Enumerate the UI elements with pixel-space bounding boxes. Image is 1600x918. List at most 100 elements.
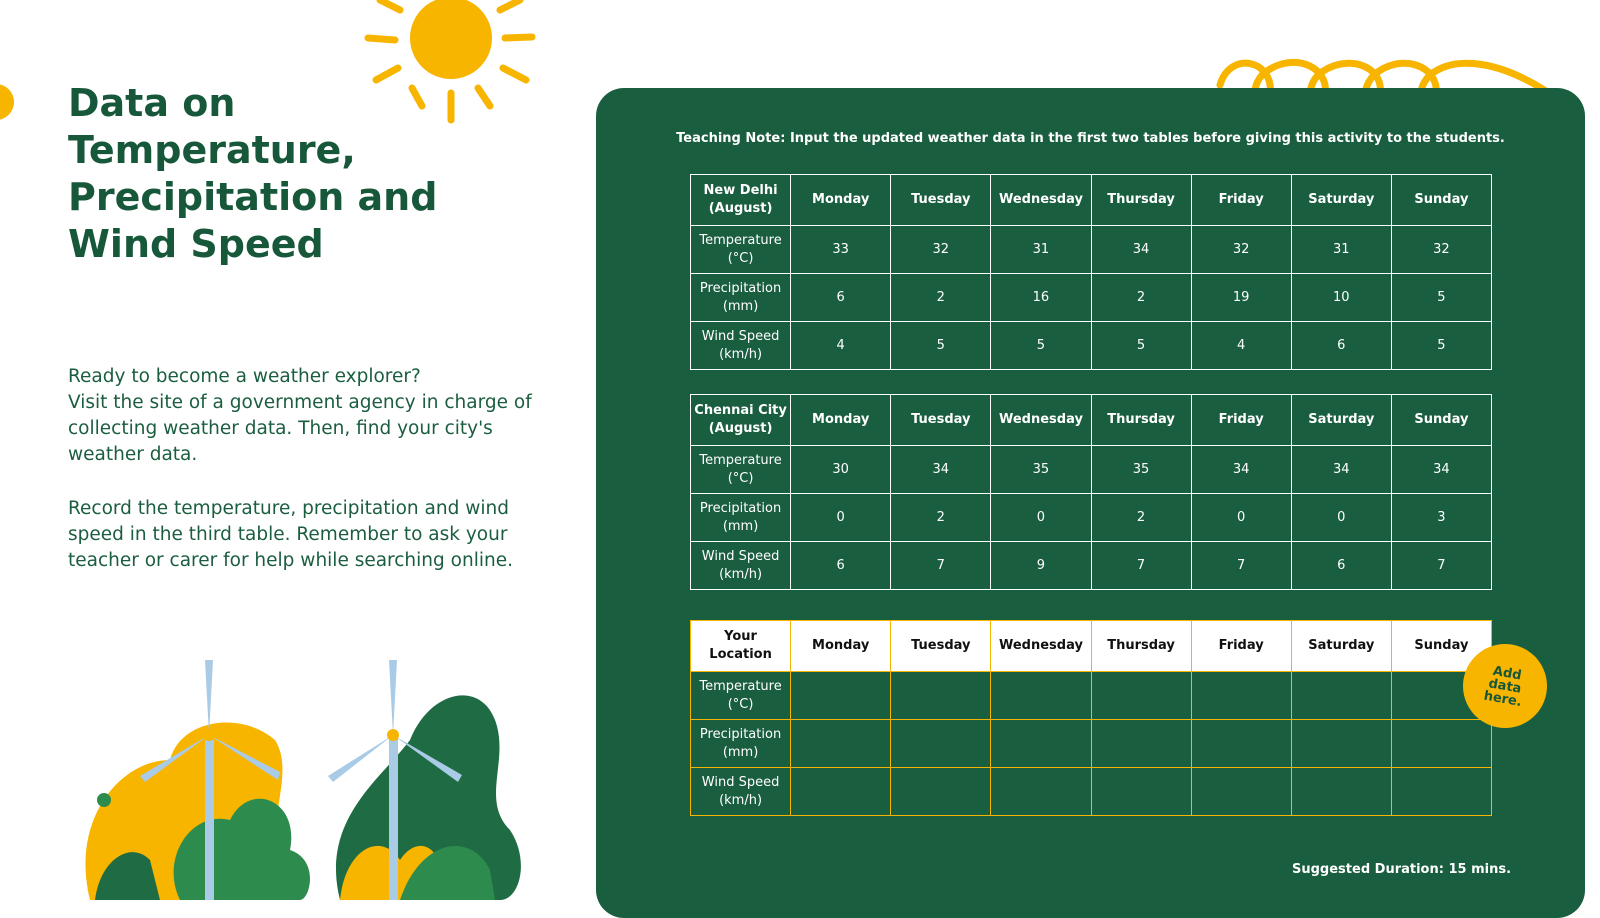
empty-cell [790,767,892,816]
header-cell: Friday [1190,394,1292,446]
instructions: Record the temperature, precipitation an… [68,498,513,571]
header-cell: Thursday [1090,394,1192,446]
row-label: Wind Speed (km/h) [689,321,792,370]
value-cell: 34 [1190,445,1292,494]
value-cell: 33 [790,225,892,274]
header-cell: Saturday [1290,620,1392,672]
empty-cell [1190,767,1292,816]
table-row: Wind Speed (km/h) [689,767,1493,816]
data-table: Your Location Monday Tuesday Wednesday Thurs… [689,620,1493,816]
badge-text: Add data here. [1482,663,1523,710]
empty-cell [1290,719,1392,768]
value-cell: 30 [790,445,892,494]
value-cell: 34 [890,445,992,494]
empty-cell [1090,719,1192,768]
value-cell: 9 [990,541,1092,590]
empty-cell [990,719,1092,768]
empty-cell [1090,671,1192,720]
empty-cell [1290,767,1392,816]
value-cell: 5 [990,321,1092,370]
row-label: Temperature (°C) [689,225,792,274]
value-cell: 2 [890,493,992,542]
table-row: Temperature (°C) 30 34 35 35 34 34 34 [689,445,1493,494]
row-label: Precipitation (mm) [689,719,792,768]
row-label: Temperature (°C) [689,671,792,720]
table-row: Wind Speed (km/h) 4 5 5 5 4 6 5 [689,321,1493,370]
value-cell: 5 [890,321,992,370]
empty-cell [890,719,992,768]
value-cell: 6 [790,541,892,590]
intro-line: Ready to become a weather explorer? [68,366,421,387]
value-cell: 32 [1390,225,1493,274]
data-table: Chennai City (August) Monday Tuesday Wednes… [689,394,1493,590]
header-cell: Chennai City (August) [689,394,792,446]
header-cell: Thursday [1090,620,1192,672]
empty-cell [990,671,1092,720]
empty-cell [1390,767,1493,816]
value-cell: 5 [1390,273,1493,322]
value-cell: 6 [1290,321,1392,370]
header-cell: Tuesday [890,174,992,226]
value-cell: 16 [990,273,1092,322]
header-cell: Monday [790,174,892,226]
value-cell: 35 [1090,445,1192,494]
value-cell: 4 [790,321,892,370]
table-row: Temperature (°C) 33 32 31 34 32 31 32 [689,225,1493,274]
header-cell: Wednesday [990,394,1092,446]
value-cell: 34 [1090,225,1192,274]
header-cell: Thursday [1090,174,1192,226]
header-cell: New Delhi (August) [689,174,792,226]
row-label: Wind Speed (km/h) [689,541,792,590]
value-cell: 7 [1390,541,1493,590]
value-cell: 2 [1090,273,1192,322]
empty-cell [1390,719,1493,768]
value-cell: 10 [1290,273,1392,322]
row-label: Precipitation (mm) [689,273,792,322]
header-cell: Sunday [1390,394,1493,446]
empty-cell [790,719,892,768]
value-cell: 0 [1190,493,1292,542]
value-cell: 3 [1390,493,1493,542]
empty-cell [1290,671,1392,720]
intro-line: Visit the site of a government agency in… [68,392,532,465]
value-cell: 19 [1190,273,1292,322]
header-cell: Wednesday [990,620,1092,672]
value-cell: 2 [890,273,992,322]
table-row: Precipitation (mm) 0 2 0 2 0 0 3 [689,493,1493,542]
header-cell: Monday [790,394,892,446]
header-cell: Sunday [1390,174,1493,226]
value-cell: 0 [990,493,1092,542]
empty-cell [1190,719,1292,768]
header-row: Your Location Monday Tuesday Wednesday Thurs… [689,620,1493,672]
row-label: Temperature (°C) [689,445,792,494]
value-cell: 34 [1290,445,1392,494]
duration: Suggested Duration: 15 mins. [1292,862,1512,877]
header-cell: Monday [790,620,892,672]
value-cell: 35 [990,445,1092,494]
table-row: Precipitation (mm) [689,719,1493,768]
empty-cell [790,671,892,720]
value-cell: 6 [790,273,892,322]
header-cell: Tuesday [890,394,992,446]
value-cell: 7 [1090,541,1192,590]
header-row: Chennai City (August) Monday Tuesday Wednes… [689,394,1493,446]
header-cell: Friday [1190,620,1292,672]
empty-cell [1090,767,1192,816]
header-cell: Friday [1190,174,1292,226]
header-cell: Tuesday [890,620,992,672]
empty-cell [990,767,1092,816]
value-cell: 6 [1290,541,1392,590]
empty-cell [890,767,992,816]
table-row: Precipitation (mm) 6 2 16 2 19 10 5 [689,273,1493,322]
row-label: Wind Speed (km/h) [689,767,792,816]
header-cell: Saturday [1290,394,1392,446]
header-row: New Delhi (August) Monday Tuesday Wednesday… [689,174,1493,226]
header-cell: Saturday [1290,174,1392,226]
value-cell: 5 [1390,321,1493,370]
value-cell: 0 [790,493,892,542]
empty-cell [1190,671,1292,720]
value-cell: 32 [890,225,992,274]
teaching-note: Teaching Note: Input the updated weather… [676,131,1505,146]
